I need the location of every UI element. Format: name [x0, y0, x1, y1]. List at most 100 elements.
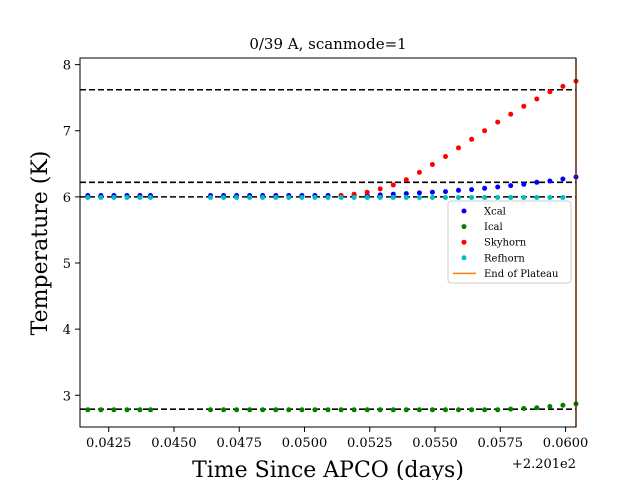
ical-point [325, 407, 331, 413]
refhorn-point [137, 195, 143, 200]
refhorn-point [208, 195, 213, 200]
skyhorn-point [377, 186, 383, 192]
legend-label-end-of-plateau: End of Plateau [484, 269, 559, 280]
ical-point [416, 407, 422, 413]
xcal-point [534, 179, 540, 185]
x-tick-label: 0.0500 [282, 436, 328, 451]
ical-point [98, 407, 104, 413]
skyhorn-point [482, 128, 488, 134]
xcal-point [469, 187, 475, 193]
ical-point [547, 404, 553, 409]
refhorn-point [403, 195, 409, 200]
legend-box [447, 200, 572, 284]
refhorn-point [247, 195, 253, 200]
refhorn-point [495, 195, 501, 200]
skyhorn-point [560, 83, 566, 89]
xcal-point [456, 187, 461, 193]
xcal-point [508, 183, 514, 189]
ical-point [429, 407, 435, 413]
xcal-point [495, 184, 501, 190]
x-tick-label: 0.0450 [151, 436, 197, 451]
y-tick-label: 3 [63, 389, 71, 404]
xcal-point [416, 190, 422, 196]
refhorn-point [273, 195, 279, 200]
refhorn-point [429, 195, 435, 200]
refhorn-point [299, 195, 305, 200]
x-axis-label: Time Since APCO (days) [192, 458, 464, 480]
ical-point [521, 406, 527, 411]
skyhorn-point [469, 136, 475, 142]
refhorn-point [364, 195, 370, 200]
ical-point [338, 407, 344, 413]
x-tick-label: 0.0550 [412, 436, 458, 451]
skyhorn-point [456, 145, 461, 151]
ical-point [124, 407, 130, 413]
ical-point [299, 407, 305, 413]
y-axis-label: Temperature (K) [28, 151, 53, 336]
x-tick-label: 0.0475 [216, 436, 262, 451]
refhorn-point [286, 195, 292, 200]
legend-label-refhorn: Refhorn [484, 253, 525, 264]
legend-label-xcal: Xcal [484, 207, 506, 218]
xcal-point [429, 189, 435, 195]
refhorn-point [416, 195, 422, 200]
refhorn-point [443, 195, 448, 200]
refhorn-point [456, 195, 461, 200]
y-tick-label: 4 [63, 323, 71, 338]
ical-point [208, 407, 213, 413]
refhorn-point [351, 195, 357, 200]
ical-point [456, 407, 461, 413]
refhorn-point [338, 195, 344, 200]
refhorn-point [221, 195, 227, 200]
ical-point [234, 407, 240, 413]
xcal-point [547, 178, 553, 184]
ical-point [312, 407, 318, 413]
legend-marker-ical [461, 224, 467, 230]
refhorn-point [325, 195, 331, 200]
refhorn-point [560, 195, 566, 200]
refhorn-point [508, 195, 514, 200]
refhorn-point [390, 195, 396, 200]
x-tick-label: 0.0575 [478, 436, 524, 451]
ical-point [221, 407, 227, 413]
legend: Xcal Ical Skyhorn Refhorn End of Plateau [447, 200, 572, 284]
ical-point [508, 406, 514, 412]
x-tick-label: 0.0425 [86, 436, 132, 451]
ical-point [560, 402, 566, 408]
y-tick-label: 7 [63, 125, 71, 140]
refhorn-point [85, 195, 91, 200]
ical-point [482, 407, 488, 413]
y-tick-label: 6 [63, 191, 71, 206]
xcal-point [443, 189, 448, 195]
plot-area-frame [79, 57, 577, 428]
refhorn-point [521, 195, 527, 200]
skyhorn-point [364, 189, 370, 195]
skyhorn-point [443, 154, 448, 159]
refhorn-point [111, 195, 117, 200]
legend-label-skyhorn: Skyhorn [484, 238, 527, 249]
ical-point [469, 407, 475, 413]
x-tick-label: 0.0525 [347, 436, 393, 451]
ical-point [286, 407, 292, 413]
ical-point [377, 407, 383, 413]
skyhorn-point [416, 169, 422, 175]
refhorn-point [234, 195, 240, 200]
skyhorn-point [547, 89, 553, 95]
legend-marker-xcal [461, 208, 467, 214]
ical-point [137, 407, 143, 413]
y-tick-label: 8 [63, 59, 71, 74]
xcal-point [482, 185, 488, 191]
refhorn-point [260, 195, 266, 200]
refhorn-point [148, 195, 153, 200]
y-tick-label: 5 [63, 257, 71, 272]
ical-point [495, 407, 501, 413]
legend-label-ical: Ical [484, 222, 503, 233]
skyhorn-point [534, 96, 540, 102]
skyhorn-point [403, 177, 409, 183]
ical-point [247, 407, 253, 413]
skyhorn-point [508, 111, 514, 117]
refhorn-point [547, 195, 553, 200]
ical-point [85, 407, 91, 413]
ical-point [351, 407, 357, 413]
